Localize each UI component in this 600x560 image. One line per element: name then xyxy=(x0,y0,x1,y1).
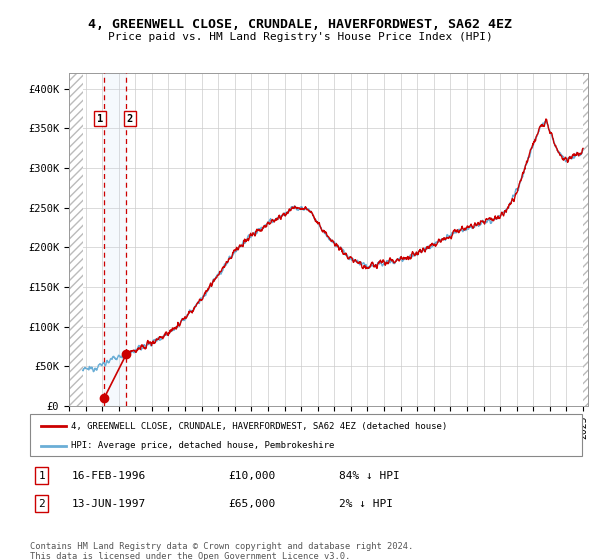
Text: 1: 1 xyxy=(38,470,45,480)
FancyBboxPatch shape xyxy=(30,414,582,456)
Text: HPI: Average price, detached house, Pembrokeshire: HPI: Average price, detached house, Pemb… xyxy=(71,441,335,450)
Text: 2% ↓ HPI: 2% ↓ HPI xyxy=(339,498,393,508)
Text: 16-FEB-1996: 16-FEB-1996 xyxy=(71,470,146,480)
Bar xyxy=(104,73,126,406)
Text: Price paid vs. HM Land Registry's House Price Index (HPI): Price paid vs. HM Land Registry's House … xyxy=(107,32,493,43)
Bar xyxy=(583,73,588,406)
Bar xyxy=(69,73,83,406)
Text: £65,000: £65,000 xyxy=(229,498,276,508)
Text: £10,000: £10,000 xyxy=(229,470,276,480)
Text: 13-JUN-1997: 13-JUN-1997 xyxy=(71,498,146,508)
Text: 2: 2 xyxy=(127,114,133,124)
Text: 2: 2 xyxy=(38,498,45,508)
Text: 4, GREENWELL CLOSE, CRUNDALE, HAVERFORDWEST, SA62 4EZ (detached house): 4, GREENWELL CLOSE, CRUNDALE, HAVERFORDW… xyxy=(71,422,448,431)
Text: 84% ↓ HPI: 84% ↓ HPI xyxy=(339,470,400,480)
Text: 1: 1 xyxy=(97,114,103,124)
Text: 4, GREENWELL CLOSE, CRUNDALE, HAVERFORDWEST, SA62 4EZ: 4, GREENWELL CLOSE, CRUNDALE, HAVERFORDW… xyxy=(88,18,512,31)
Text: Contains HM Land Registry data © Crown copyright and database right 2024.
This d: Contains HM Land Registry data © Crown c… xyxy=(30,542,413,560)
